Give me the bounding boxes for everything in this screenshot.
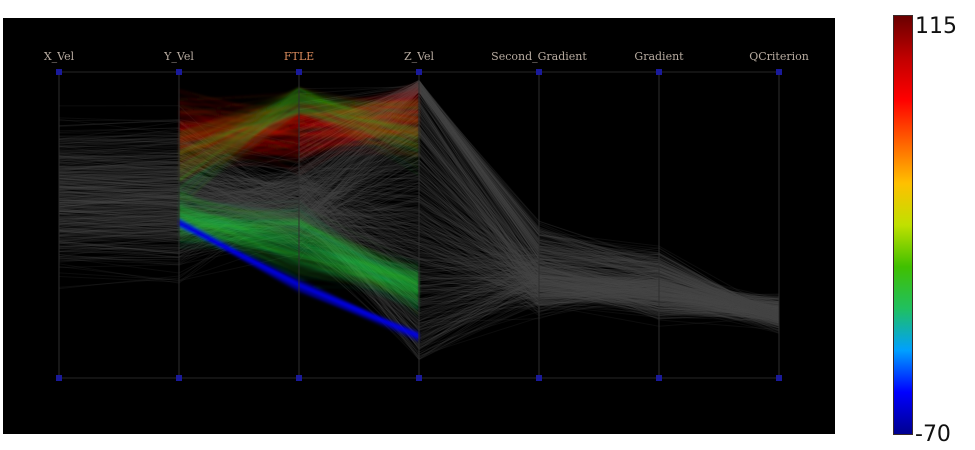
axis-label: QCriterion xyxy=(749,50,809,63)
axis-bottom-handle xyxy=(656,375,662,381)
axis-bottom-handle xyxy=(296,375,302,381)
axis-label: Y_Vel xyxy=(163,50,194,63)
axis-label: X_Vel xyxy=(44,50,75,63)
axis-top-handle xyxy=(416,69,422,75)
axis-label: Second_Gradient xyxy=(491,50,587,63)
axis-bottom-handle xyxy=(416,375,422,381)
axis-top-handle xyxy=(176,69,182,75)
axis-label: FTLE xyxy=(284,50,314,63)
axis-label: Z_Vel xyxy=(404,50,435,63)
axis-label: Gradient xyxy=(634,50,684,63)
axis-bottom-handle xyxy=(176,375,182,381)
parallel-coordinates-plot: X_Vel Y_Vel FTLE Z_Vel Second_Gradient Gradie… xyxy=(3,18,835,434)
axis-top-handle xyxy=(536,69,542,75)
axis-top-handle xyxy=(656,69,662,75)
colorbar-min-label: -70 xyxy=(915,422,951,447)
colorbar xyxy=(893,15,913,435)
axis-bottom-handle xyxy=(536,375,542,381)
axis-top-handle xyxy=(776,69,782,75)
plot-canvas: X_Vel Y_Vel FTLE Z_Vel Second_Gradient Gradie… xyxy=(44,50,809,381)
axis-top-handle xyxy=(296,69,302,75)
colorbar-max-label: 115 xyxy=(915,14,957,39)
axis-bottom-handle xyxy=(56,375,62,381)
axis-top-handle xyxy=(56,69,62,75)
axis-bottom-handle xyxy=(776,375,782,381)
axes-layer: X_Vel Y_Vel FTLE Z_Vel Second_Gradient Gradie… xyxy=(44,50,809,381)
